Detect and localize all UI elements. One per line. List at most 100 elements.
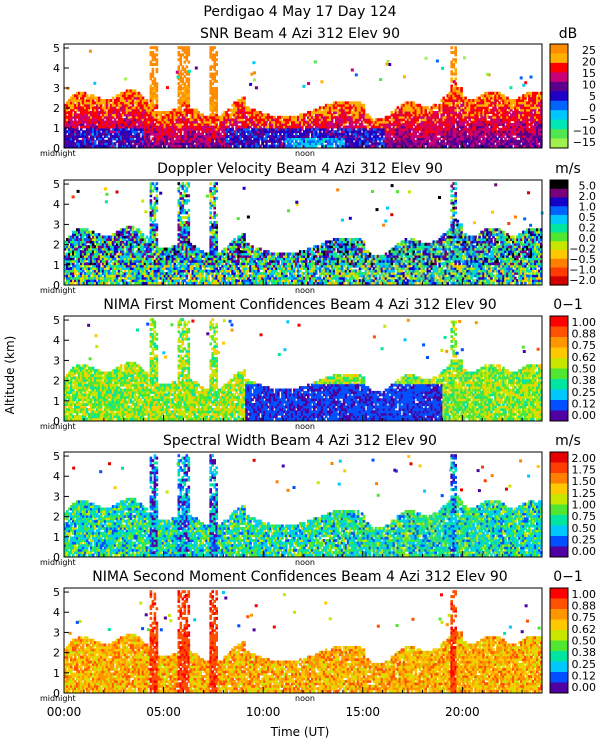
heatmap-cell [400, 125, 404, 129]
heatmap-cell [466, 130, 469, 134]
heatmap-cell [149, 91, 153, 95]
heatmap-speck [452, 80, 456, 84]
heatmap-cell [466, 127, 469, 131]
heatmap-cell [406, 144, 410, 148]
heatmap-cell [295, 135, 298, 138]
heatmap-speck [194, 66, 198, 70]
heatmap-cell [434, 144, 437, 148]
heatmap-cell [83, 132, 87, 136]
heatmap-cell [213, 67, 216, 71]
heatmap-cell [247, 123, 250, 126]
heatmap-cell [476, 137, 479, 141]
heatmap-cell [141, 111, 145, 114]
heatmap-cell [129, 144, 133, 148]
heatmap-cell [414, 130, 418, 134]
heatmap-cell [121, 99, 125, 102]
heatmap-cell [460, 130, 463, 134]
heatmap-cell [64, 125, 67, 129]
heatmap-cell [87, 127, 91, 131]
heatmap-cell [227, 142, 230, 146]
heatmap-cell [185, 46, 189, 50]
heatmap-cell [295, 142, 298, 146]
heatmap-cell [398, 127, 402, 131]
heatmap-cell [492, 96, 495, 100]
heatmap-cell [474, 106, 477, 110]
heatmap-cell [428, 135, 432, 138]
heatmap-cell [279, 144, 282, 148]
heatmap-cell [275, 120, 278, 124]
heatmap-cell [309, 118, 312, 122]
heatmap-cell [125, 101, 129, 105]
heatmap-cell [115, 96, 119, 100]
heatmap-cell [85, 113, 89, 117]
heatmap-cell [364, 142, 368, 146]
heatmap-cell [502, 113, 505, 117]
heatmap-cell [239, 139, 242, 143]
heatmap-cell [143, 142, 147, 146]
heatmap-cell [119, 118, 123, 122]
heatmap-cell [231, 120, 234, 124]
heatmap-cell [193, 125, 197, 129]
heatmap-cell [434, 137, 437, 141]
heatmap-cell [179, 91, 183, 95]
heatmap-cell [474, 130, 477, 134]
heatmap-cell [153, 113, 157, 117]
heatmap-cell [149, 46, 153, 50]
heatmap-cell [81, 108, 85, 112]
heatmap-cell [348, 115, 352, 119]
heatmap-cell [287, 130, 290, 134]
heatmap-cell [95, 96, 99, 100]
heatmap-cell [64, 142, 67, 146]
heatmap-cell [366, 113, 370, 117]
heatmap-cell [183, 70, 187, 74]
heatmap-cell [70, 135, 73, 138]
heatmap-cell [163, 139, 167, 143]
heatmap-cell [123, 108, 127, 112]
heatmap-cell [434, 113, 437, 117]
heatmap-cell [211, 99, 214, 102]
heatmap-cell [275, 123, 278, 126]
heatmap-cell [265, 123, 268, 126]
heatmap-cell [372, 132, 376, 136]
heatmap-cell [183, 67, 187, 71]
heatmap-cell [79, 135, 83, 138]
heatmap-cell [380, 120, 384, 124]
heatmap-cell [145, 139, 149, 143]
heatmap-cell [340, 118, 344, 122]
heatmap-cell [209, 53, 212, 57]
heatmap-cell [416, 120, 420, 124]
heatmap-cell [410, 125, 414, 129]
heatmap-cell [494, 113, 497, 117]
heatmap-cell [251, 135, 254, 138]
heatmap-cell [388, 132, 392, 136]
heatmap-cell [209, 48, 212, 52]
heatmap-cell [402, 127, 406, 131]
heatmap-cell [93, 132, 97, 136]
heatmap-cell [231, 113, 234, 117]
heatmap-cell [241, 118, 244, 122]
heatmap-cell [478, 101, 481, 105]
heatmap-cell [223, 115, 226, 119]
heatmap-cell [121, 91, 125, 95]
heatmap-cell [470, 106, 473, 110]
heatmap-cell [123, 130, 127, 134]
heatmap-cell [376, 144, 380, 148]
heatmap-cell [356, 127, 360, 131]
heatmap-cell [320, 113, 324, 117]
heatmap-cell [217, 142, 220, 146]
heatmap-cell [432, 142, 436, 146]
heatmap-cell [454, 53, 457, 57]
heatmap-cell [245, 123, 248, 126]
heatmap-cell [153, 144, 157, 148]
heatmap-cell [209, 139, 212, 143]
heatmap-cell [161, 139, 165, 143]
heatmap-cell [179, 120, 183, 124]
heatmap-cell [127, 132, 131, 136]
heatmap-cell [141, 106, 145, 110]
colorbar-swatch [550, 138, 568, 149]
heatmap-cell [93, 108, 97, 112]
heatmap-cell [392, 125, 396, 129]
heatmap-cell [223, 135, 226, 138]
heatmap-cell [241, 125, 244, 129]
heatmap-cell [113, 99, 117, 102]
